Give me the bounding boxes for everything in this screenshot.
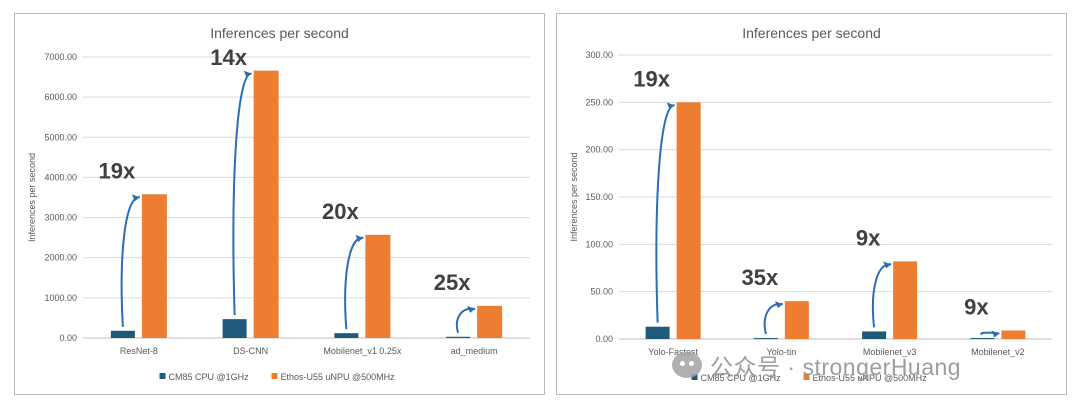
left-y-axis-label: Inferences per second [27, 153, 37, 242]
right-arrow-head-3 [991, 330, 1000, 338]
left-legend-label-npu: Ethos-U55 uNPU @500MHz [281, 372, 396, 382]
left-category-label-3: ad_medium [451, 346, 498, 356]
left-speedup-label-0: 19x [99, 158, 136, 183]
left-bar-cpu-3 [446, 336, 471, 338]
right-speedup-label-2: 9x [856, 225, 881, 250]
right-y-tick-label: 100.00 [585, 239, 613, 249]
left-bar-cpu-1 [222, 319, 247, 338]
right-y-tick-label: 200.00 [585, 145, 613, 155]
right-bar-cpu-2 [862, 331, 887, 339]
left-speedup-arrow-0 [120, 196, 141, 327]
left-bar-npu-2 [365, 234, 391, 338]
right-bar-cpu-0 [645, 326, 670, 339]
left-bar-npu-1 [253, 70, 279, 339]
left-y-tick-label: 5000.00 [44, 132, 77, 142]
watermark-text: 公众号 · strongerHuang [710, 354, 962, 380]
left-category-label-1: DS-CNN [233, 346, 268, 356]
right-bar-npu-0 [676, 102, 701, 339]
right-bar-npu-2 [893, 261, 918, 339]
right-category-label-1: Yolo-tin [767, 347, 797, 357]
right-chart-title: Inferences per second [742, 25, 881, 41]
chart-panel-left: Inferences per second 0.00 1000.00 2000.00 3… [14, 13, 545, 395]
right-speedup-label-0: 19x [633, 66, 670, 91]
left-speedup-arrow-2 [344, 236, 364, 330]
chart-left: Inferences per second 0.00 1000.00 2000.00 3… [27, 25, 530, 382]
right-category-label-3: Mobilenet_v2 [971, 347, 1025, 357]
right-bar-cpu-3 [970, 338, 995, 340]
left-speedup-label-2: 20x [322, 199, 359, 224]
left-y-tick-label: 7000.00 [44, 52, 77, 62]
chart-right: Inferences per second 0.00 50.00 100.00 150.… [569, 25, 1052, 383]
left-arrow-head-0 [131, 194, 140, 202]
right-legend-swatch-npu [803, 374, 810, 380]
right-legend-swatch-cpu [691, 374, 698, 380]
wechat-icon [672, 352, 702, 378]
left-speedup-arrow-3 [455, 307, 476, 334]
right-speedup-label-3: 9x [964, 294, 989, 319]
left-legend-label-cpu: CM85 CPU @1GHz [169, 372, 250, 382]
left-legend-swatch-npu [271, 373, 278, 379]
left-speedup-arrow-1 [232, 72, 252, 316]
left-y-tick-label: 6000.00 [44, 92, 77, 102]
left-y-tick-label: 3000.00 [44, 213, 77, 223]
left-arrow-head-3 [467, 305, 476, 313]
right-arrow-head-2 [883, 261, 892, 269]
left-category-label-0: ResNet-8 [120, 346, 158, 356]
right-arrow-head-0 [666, 102, 675, 110]
right-bar-npu-1 [784, 301, 809, 339]
left-speedup-label-3: 25x [434, 270, 471, 295]
right-category-label-2: Mobilenet_v3 [863, 347, 917, 357]
right-arrow-head-1 [774, 301, 783, 309]
right-bar-cpu-1 [753, 338, 778, 340]
left-speedup-label-1: 14x [210, 45, 247, 70]
right-y-axis-label: Inferences per second [569, 152, 579, 241]
right-y-tick-label: 50.00 [590, 287, 613, 297]
right-speedup-label-1: 35x [742, 265, 779, 290]
left-y-tick-label: 0.00 [59, 333, 77, 343]
right-speedup-arrow-2 [871, 263, 892, 328]
right-speedup-arrow-1 [763, 303, 784, 335]
left-bar-npu-3 [477, 305, 503, 338]
right-legend-label-cpu: CM85 CPU @1GHz [701, 373, 782, 383]
right-y-tick-label: 300.00 [585, 50, 613, 60]
left-arrow-head-2 [355, 234, 364, 242]
left-y-tick-label: 4000.00 [44, 172, 77, 182]
right-category-label-0: Yolo-Fastest [648, 347, 698, 357]
right-speedup-arrow-0 [655, 104, 675, 323]
right-bar-npu-3 [1001, 330, 1026, 339]
left-y-tick-label: 2000.00 [44, 253, 77, 263]
left-category-label-2: Mobilenet_v1 0.25x [323, 346, 402, 356]
left-bar-cpu-0 [110, 330, 135, 338]
left-bar-npu-0 [141, 194, 167, 338]
right-y-tick-label: 250.00 [585, 97, 613, 107]
right-y-tick-label: 150.00 [585, 192, 613, 202]
watermark: 公众号 · strongerHuang [672, 347, 961, 383]
right-y-tick-label: 0.00 [595, 334, 613, 344]
left-bar-cpu-2 [334, 333, 359, 338]
left-arrow-head-1 [243, 70, 252, 78]
left-y-tick-label: 1000.00 [44, 293, 77, 303]
right-legend-label-npu: Ethos-U55 uNPU @500MHz [813, 373, 928, 383]
left-legend-swatch-cpu [159, 373, 166, 379]
chart-panel-right: Inferences per second 0.00 50.00 100.00 150.… [556, 13, 1067, 395]
left-chart-title: Inferences per second [210, 25, 349, 41]
